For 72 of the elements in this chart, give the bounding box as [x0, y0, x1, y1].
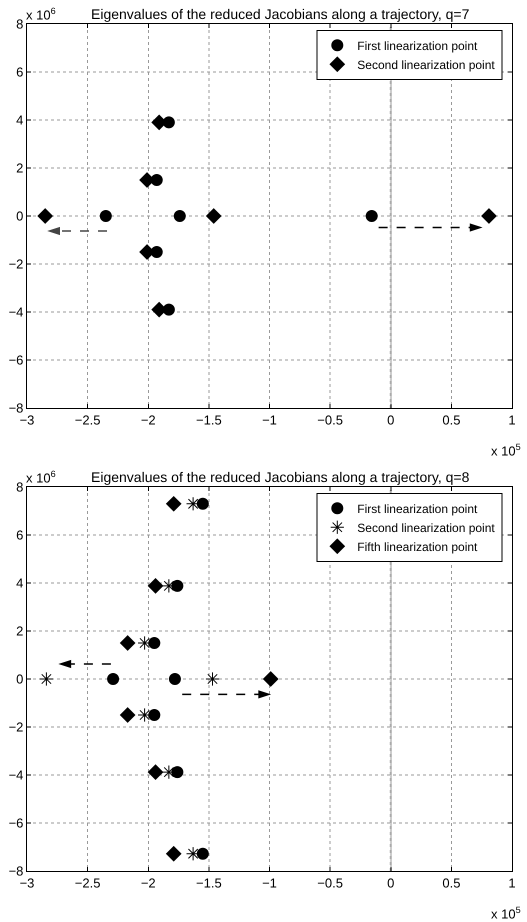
legend-label: Second linearization point: [357, 520, 496, 535]
point: [186, 496, 200, 511]
point: [171, 766, 184, 778]
x-tick-label: 0.5: [442, 412, 460, 428]
x-tick-label: −2.5: [74, 876, 100, 891]
legend-label: First linearization point: [357, 502, 478, 516]
text: x 10$^{5}$: [491, 442, 521, 458]
x-tick-label: 0: [387, 412, 394, 428]
x-tick-label: −2: [140, 412, 156, 428]
y-tick-label: 6: [16, 64, 24, 80]
y-tick-label: −2: [8, 720, 24, 735]
x-tick-label: −0.5: [317, 876, 343, 891]
x-tick-label: −2: [140, 876, 156, 891]
point: [481, 208, 497, 224]
point: [205, 672, 220, 686]
point: [120, 635, 136, 651]
point: [138, 636, 152, 650]
x-tick-label: −1.5: [196, 412, 222, 428]
legend-label: First linearization point: [357, 38, 478, 53]
y-tick-label: −4: [8, 768, 24, 783]
x-tick-label: 1: [508, 412, 516, 428]
point: [196, 498, 209, 510]
y-tick-label: −4: [8, 304, 24, 320]
point: [263, 671, 278, 687]
y-tick-label: −6: [8, 816, 24, 831]
text: x 10$^{5}$: [491, 905, 521, 922]
x-tick-label: −2.5: [74, 412, 100, 428]
y-tick-label: 0: [16, 208, 24, 224]
point: [38, 208, 53, 224]
y-tick-label: 4: [16, 576, 24, 591]
point: [196, 848, 209, 860]
y-tick-label: 8: [16, 480, 24, 495]
legend-label: Second linearization point: [357, 58, 496, 72]
point: [148, 637, 160, 649]
point: [166, 496, 182, 512]
point: [162, 765, 176, 780]
y-tick-label: 6: [16, 528, 24, 543]
x-tick-label: 0.5: [442, 876, 460, 891]
y-tick-label: −2: [8, 256, 24, 272]
point: [100, 210, 112, 222]
point: [366, 210, 378, 222]
y-tick-label: −6: [8, 352, 24, 368]
x-tick-label: −1: [262, 412, 277, 428]
x-tick-label: −1: [262, 876, 277, 891]
point: [138, 708, 152, 722]
chart-title: Eigenvalues of the reduced Jacobians along a trajectory, q=7: [91, 6, 470, 22]
point: [148, 578, 164, 594]
y-tick-label: 2: [16, 624, 24, 639]
x-tick-label: 0: [387, 876, 394, 891]
point: [162, 578, 176, 593]
y-tick-label: 8: [16, 16, 24, 32]
point: [168, 673, 181, 685]
point: [174, 210, 186, 222]
point: [107, 673, 120, 685]
point: [166, 846, 182, 862]
y-tick-label: 2: [16, 160, 24, 176]
legend-label: Fifth linearization point: [357, 540, 478, 554]
x-tick-label: −0.5: [317, 412, 343, 428]
point: [206, 208, 222, 224]
point: [39, 672, 54, 686]
point: [186, 846, 200, 861]
point: [148, 709, 160, 721]
point: [171, 580, 184, 592]
y-tick-label: 0: [16, 672, 24, 687]
x-tick-label: −1.5: [196, 876, 222, 891]
text: x 10$^{6}$: [26, 6, 56, 22]
point: [148, 764, 164, 780]
x-tick-label: 1: [508, 876, 516, 891]
chart-title: Eigenvalues of the reduced Jacobians along a trajectory, q=8: [91, 469, 470, 485]
text: x 10$^{6}$: [26, 469, 56, 486]
point: [120, 707, 136, 723]
y-tick-label: 4: [16, 112, 24, 128]
